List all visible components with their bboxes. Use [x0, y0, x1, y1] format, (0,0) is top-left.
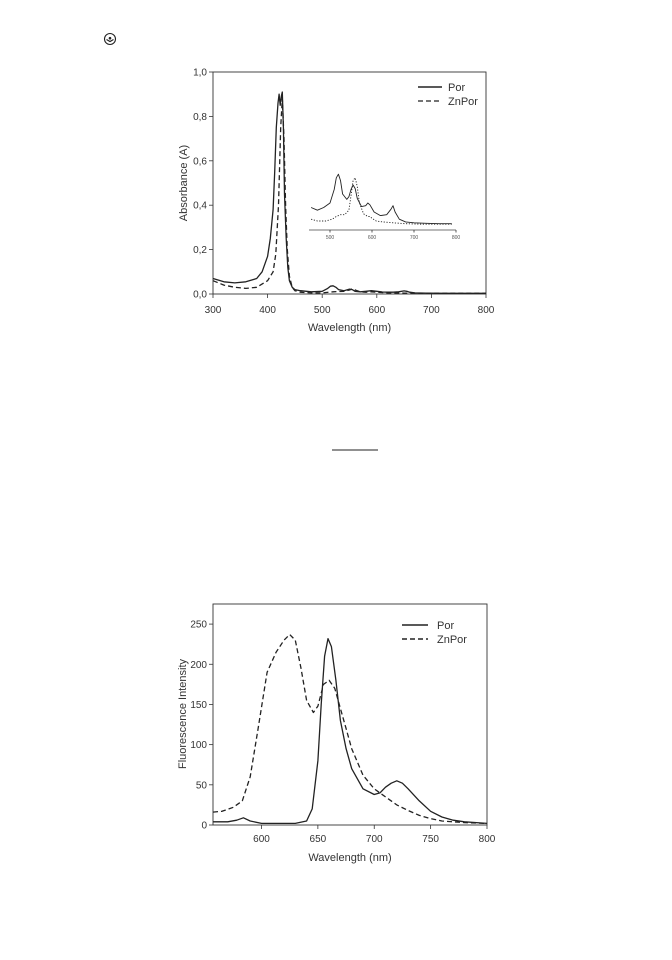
fl-y-tick-label: 150	[190, 700, 207, 711]
abs-series-por	[212, 91, 486, 294]
y-axis-title: Absorbance (A)	[178, 145, 190, 221]
abs-x-tick-label: 800	[478, 305, 495, 316]
inset-x-tick-label: 700	[410, 235, 419, 241]
x-axis-title: Wavelength (nm)	[308, 322, 391, 334]
abs-series-znpor	[212, 97, 486, 294]
y-axis-title: Fluorescence Intensity	[177, 658, 189, 769]
abs-y-tick-label: 0,6	[193, 156, 207, 167]
fl-y-tick-label: 50	[196, 780, 208, 791]
abs-x-tick-label: 300	[205, 305, 222, 316]
inset-series-znpor	[310, 177, 452, 225]
abs-x-tick-label: 600	[368, 305, 385, 316]
inset-x-tick-label: 500	[326, 235, 335, 241]
abs-x-tick-label: 400	[259, 305, 276, 316]
legend: Por ZnPor	[402, 620, 467, 646]
abs-y-tick-label: 0,0	[193, 290, 207, 301]
fl-y-tick-label: 0	[201, 821, 207, 832]
fl-y-tick-label: 200	[190, 660, 207, 671]
plot-frame	[212, 71, 487, 295]
absorbance-chart: 300 400 500 600 700 800 0,0 0,2 0,4 0,6 0,8 1,0 Wa…	[178, 68, 495, 335]
fl-x-tick-label: 700	[366, 834, 383, 845]
legend: Por ZnPor	[418, 82, 478, 108]
abs-x-tick-label: 700	[423, 305, 440, 316]
abs-x-tick-label: 500	[314, 305, 331, 316]
inset-x-tick-label: 800	[452, 235, 461, 241]
fl-series-por	[213, 637, 488, 825]
abs-y-tick-label: 0,8	[193, 112, 207, 123]
fl-x-tick-label: 650	[310, 834, 327, 845]
fl-y-tick-label: 250	[190, 620, 207, 631]
fl-x-tick-label: 800	[479, 834, 496, 845]
abs-y-tick-label: 0,2	[193, 245, 207, 256]
circle-arrow-icon	[103, 32, 117, 46]
abs-y-tick-label: 0,4	[193, 201, 207, 212]
inset-chart: 500 600 700 800	[309, 173, 461, 241]
legend-label-znpor: ZnPor	[437, 634, 467, 646]
fl-series-znpor	[212, 633, 488, 825]
fl-x-tick-label: 750	[422, 834, 439, 845]
inset-series-por	[310, 173, 452, 225]
legend-label-por: Por	[437, 620, 454, 632]
fl-x-tick-label: 600	[253, 834, 270, 845]
inset-x-tick-label: 600	[368, 235, 377, 241]
x-axis-title: Wavelength (nm)	[308, 852, 391, 864]
legend-label-znpor: ZnPor	[448, 96, 478, 108]
plot-frame	[212, 603, 488, 826]
fluorescence-chart: 600 650 700 750 800 0 50 100 150 200 250 Waveleng…	[177, 603, 496, 864]
fl-y-tick-label: 100	[190, 740, 207, 751]
legend-label-por: Por	[448, 82, 465, 94]
abs-y-tick-label: 1,0	[193, 68, 207, 79]
